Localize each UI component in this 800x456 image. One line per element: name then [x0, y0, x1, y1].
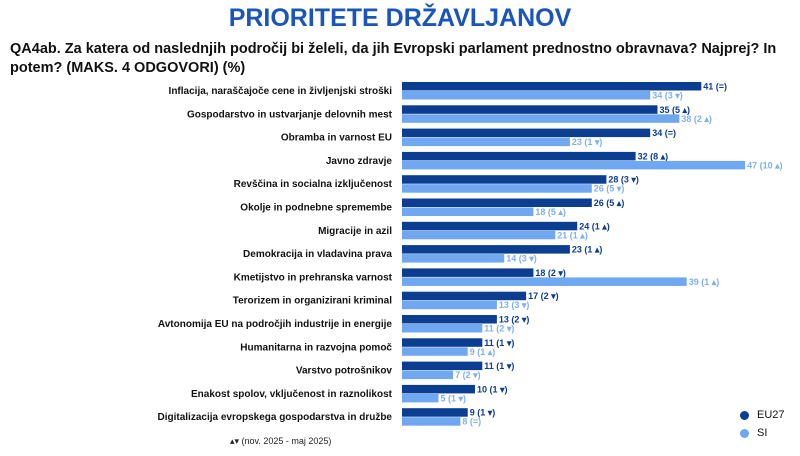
bar-si [402, 184, 592, 193]
category-label: Inflacija, naraščajoče cene in življenjs… [169, 86, 393, 97]
bar-eu27 [402, 245, 570, 254]
bar-eu27 [402, 338, 483, 347]
bar-eu27 [402, 384, 475, 394]
value-label-eu27: 18 (2 ▾) [535, 268, 566, 278]
value-label-si: 18 (5 ▴) [535, 207, 566, 217]
category-label: Migracije in azil [318, 226, 392, 237]
value-label-si: 38 (2 ▴) [681, 114, 712, 124]
bar-si [402, 160, 746, 170]
value-label-eu27: 34 (=) [652, 128, 676, 138]
value-label-eu27: 32 (8 ▴) [638, 151, 669, 161]
legend-label-eu27: EU27 [757, 409, 785, 421]
category-label: Gospodarstvo in ustvarjanje delovnih mes… [187, 109, 393, 120]
bar-si [402, 324, 483, 333]
bar-eu27 [402, 268, 534, 277]
bar-si [402, 254, 505, 263]
category-label: Kmetijstvo in prehranska varnost [234, 272, 393, 283]
value-label-si: 23 (1 ▾) [572, 137, 603, 147]
legend-label-si: SI [757, 427, 768, 439]
value-label-eu27: 23 (1 ▴) [572, 245, 603, 255]
bar-si [402, 207, 534, 216]
legend-swatch-eu27 [740, 410, 749, 420]
category-label: Avtonomija EU na področjih industrije in… [158, 319, 393, 330]
bar-eu27 [402, 291, 527, 301]
bar-eu27 [402, 128, 651, 138]
bar-si [402, 417, 461, 426]
value-label-si: 34 (3 ▾) [652, 91, 683, 101]
legend-si: SI [740, 427, 767, 439]
value-label-eu27: 28 (3 ▾) [608, 175, 639, 185]
value-label-eu27: 26 (5 ▴) [594, 198, 625, 208]
value-label-si: 11 (2 ▾) [484, 324, 514, 334]
value-label-si: 26 (5 ▾) [594, 184, 625, 194]
bar-si [402, 393, 439, 403]
bar-eu27 [402, 82, 702, 91]
value-label-eu27: 17 (2 ▾) [528, 291, 559, 301]
category-label: Enakost spolov, vključenost in raznoliko… [191, 389, 393, 400]
value-label-si: 13 (3 ▾) [499, 300, 530, 310]
value-label-si: 5 (1 ▾) [441, 393, 467, 403]
value-label-eu27: 13 (2 ▾) [499, 315, 530, 325]
value-label-eu27: 11 (1 ▾) [484, 338, 514, 348]
value-label-si: 39 (1 ▴) [689, 277, 720, 287]
bar-eu27 [402, 151, 636, 161]
bar-si [402, 91, 651, 100]
bar-si [402, 300, 497, 310]
bar-si [402, 347, 468, 356]
value-label-si: 14 (3 ▾) [506, 254, 537, 264]
value-label-si: 21 (1 ▴) [557, 230, 588, 240]
bar-eu27 [402, 175, 607, 184]
value-label-eu27: 9 (1 ▾) [470, 408, 496, 418]
bar-eu27 [402, 105, 658, 114]
value-label-si: 9 (1 ▴) [470, 347, 496, 357]
legend-eu27: EU27 [740, 409, 785, 421]
value-label-si: 8 (=) [462, 417, 481, 427]
category-label: Varstvo potrošnikov [296, 366, 393, 377]
bar-si [402, 137, 570, 147]
value-label-eu27: 24 (1 ▴) [579, 221, 610, 231]
bar-eu27 [402, 221, 578, 231]
bar-si [402, 370, 454, 380]
bar-si [402, 277, 687, 286]
bar-eu27 [402, 361, 483, 371]
value-label-si: 47 (10 ▴) [747, 160, 783, 170]
value-label-eu27: 41 (=) [703, 82, 727, 92]
value-label-eu27: 35 (5 ▴) [660, 105, 691, 115]
bar-si [402, 114, 680, 123]
bar-eu27 [402, 315, 497, 324]
bar-si [402, 230, 556, 240]
category-label: Demokracija in vladavina prava [243, 249, 392, 260]
category-label: Javno zdravje [326, 156, 393, 167]
category-label: Digitalizacija evropskega gospodarstva i… [157, 412, 392, 423]
footnote: ▴▾ (nov. 2025 - maj 2025) [230, 436, 332, 446]
question-text: QA4ab. Za katera od naslednjih področij … [10, 41, 777, 76]
bar-eu27 [402, 408, 468, 417]
category-label: Okolje in podnebne spremembe [240, 203, 392, 214]
category-label: Obramba in varnost EU [281, 133, 392, 144]
category-label: Terorizem in organizirani kriminal [233, 296, 393, 307]
bar-eu27 [402, 198, 592, 207]
category-label: Humanitarna in razvojna pomoč [240, 342, 392, 353]
value-label-si: 7 (2 ▾) [455, 370, 481, 380]
legend-swatch-si [740, 428, 749, 438]
value-label-eu27: 10 (1 ▾) [477, 384, 508, 394]
category-label: Revščina in socialna izključenost [234, 179, 393, 190]
value-label-eu27: 11 (1 ▾) [484, 361, 514, 371]
page-title: PRIORITETE DRŽAVLJANOV [228, 4, 572, 32]
